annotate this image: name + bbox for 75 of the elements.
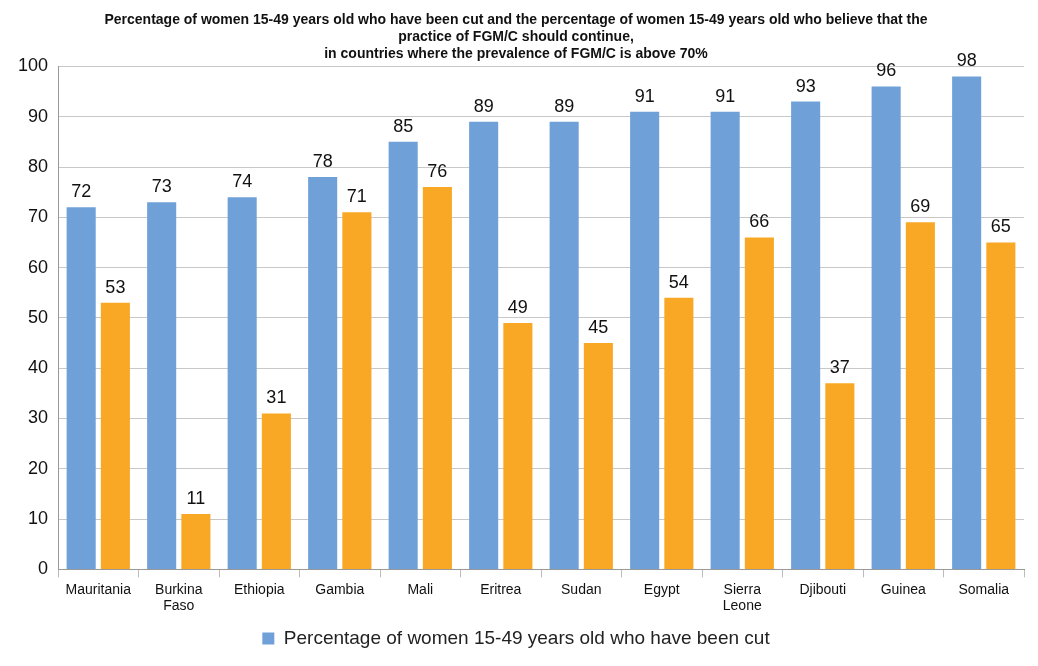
x-tick-label: Egypt bbox=[643, 580, 680, 597]
x-tick-label: Djibouti bbox=[799, 580, 847, 597]
x-tick-label: Eritrea bbox=[480, 580, 522, 597]
bar bbox=[583, 343, 613, 569]
y-tick-label: 20 bbox=[28, 457, 49, 478]
data-label: 72 bbox=[71, 181, 92, 202]
y-tick-label: 90 bbox=[28, 105, 49, 126]
bar bbox=[388, 141, 418, 569]
bar bbox=[871, 86, 901, 569]
data-label: 74 bbox=[232, 171, 253, 192]
data-label: 98 bbox=[956, 50, 977, 71]
data-label: 65 bbox=[990, 216, 1011, 237]
x-tick-label: Burkina Faso bbox=[155, 580, 203, 614]
y-tick-label: 10 bbox=[28, 508, 49, 529]
legend-label: Percentage of women 15-49 years old who have been cut bbox=[283, 626, 771, 648]
data-label: 89 bbox=[473, 95, 494, 116]
y-tick-label: 80 bbox=[28, 155, 49, 176]
x-tick-label: Sudan bbox=[561, 580, 602, 597]
data-label: 49 bbox=[507, 296, 528, 317]
y-tick-label: 70 bbox=[28, 206, 49, 227]
bar bbox=[744, 237, 774, 569]
bar bbox=[66, 207, 96, 569]
y-tick-label: 60 bbox=[28, 256, 49, 277]
data-label: 96 bbox=[876, 60, 897, 81]
data-label: 53 bbox=[105, 276, 126, 297]
x-tick-label: Guinea bbox=[880, 580, 927, 597]
bar bbox=[100, 302, 130, 569]
x-tick-label: Mauritania bbox=[65, 580, 132, 597]
bar bbox=[986, 242, 1016, 569]
data-label: 91 bbox=[634, 85, 655, 106]
x-tick-label: Ethiopia bbox=[233, 580, 285, 597]
bar bbox=[308, 177, 338, 569]
data-label: 45 bbox=[588, 317, 609, 338]
y-tick-label: 30 bbox=[28, 407, 49, 428]
data-label: 31 bbox=[266, 387, 287, 408]
data-label: 93 bbox=[795, 75, 816, 96]
bar bbox=[905, 222, 935, 569]
text: practice of FGM/C should continue, bbox=[398, 28, 634, 45]
bar bbox=[261, 413, 291, 569]
bar bbox=[147, 202, 177, 569]
bar bbox=[503, 322, 533, 569]
text: in countries where the prevalence of FGM/C is above 70% bbox=[324, 44, 708, 61]
data-label: 11 bbox=[186, 488, 206, 509]
data-label: 71 bbox=[346, 186, 367, 207]
bar bbox=[227, 197, 257, 569]
bar bbox=[825, 383, 855, 569]
data-label: 89 bbox=[554, 95, 575, 116]
bar bbox=[791, 101, 821, 569]
data-label: 85 bbox=[393, 115, 414, 136]
y-tick-label: 50 bbox=[28, 306, 49, 327]
bar bbox=[422, 187, 452, 569]
x-tick-label: Mali bbox=[407, 580, 434, 597]
x-tick-label: Sierra Leone bbox=[722, 580, 762, 614]
data-label: 54 bbox=[668, 271, 689, 292]
y-tick-label: 40 bbox=[28, 357, 49, 378]
data-label: 78 bbox=[312, 151, 333, 172]
data-label: 73 bbox=[151, 176, 172, 197]
x-tick-label: Gambia bbox=[315, 580, 365, 597]
y-tick-label: 0 bbox=[38, 558, 49, 579]
bar bbox=[630, 111, 660, 569]
data-label: 76 bbox=[427, 161, 448, 182]
y-tick-label: 100 bbox=[17, 55, 49, 76]
bar bbox=[342, 212, 372, 569]
bar bbox=[710, 111, 740, 569]
text: Percentage of women 15-49 years old who have been cut and the percentage of women 15-49 years old who believe that the bbox=[104, 11, 928, 28]
bar bbox=[469, 121, 499, 569]
bar bbox=[952, 76, 982, 569]
data-label: 37 bbox=[829, 357, 850, 378]
bar bbox=[664, 297, 694, 569]
x-tick-label: Somalia bbox=[958, 580, 1010, 597]
data-label: 69 bbox=[910, 196, 931, 217]
data-label: 91 bbox=[715, 85, 736, 106]
bar bbox=[549, 121, 579, 569]
data-label: 66 bbox=[749, 211, 770, 232]
bar bbox=[181, 514, 211, 569]
